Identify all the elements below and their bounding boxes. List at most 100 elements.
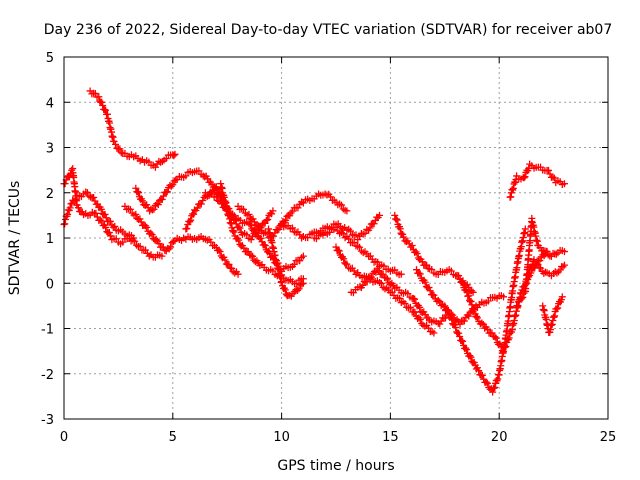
- data-point: [96, 216, 104, 224]
- data-point: [294, 204, 302, 212]
- data-point: [199, 196, 207, 204]
- data-point: [262, 216, 270, 224]
- data-point: [459, 337, 467, 345]
- data-point: [399, 233, 407, 241]
- data-point: [467, 353, 475, 361]
- data-point: [416, 270, 424, 278]
- x-axis-title: GPS time / hours: [277, 458, 394, 474]
- data-point: [465, 312, 473, 320]
- data-point: [456, 332, 464, 340]
- data-point: [393, 216, 401, 224]
- data-point: [527, 263, 535, 271]
- y-tick-label: 2: [46, 187, 54, 202]
- y-axis-title: SDTVAR / TECUs: [7, 181, 23, 296]
- data-point: [396, 225, 404, 233]
- data-point: [334, 246, 342, 254]
- data-point: [370, 220, 378, 228]
- series-track-2: [60, 188, 138, 242]
- data-point: [458, 278, 466, 286]
- data-point: [249, 252, 257, 260]
- data-point: [288, 224, 296, 232]
- data-point: [366, 274, 374, 282]
- data-point: [537, 264, 545, 272]
- data-point: [90, 193, 98, 201]
- data-point: [171, 150, 179, 158]
- y-tick-label: 3: [46, 142, 54, 157]
- data-point: [134, 188, 142, 196]
- data-point: [343, 207, 351, 215]
- data-point: [170, 237, 178, 245]
- data-point: [383, 275, 391, 283]
- data-point: [552, 250, 560, 258]
- data-point: [234, 270, 242, 278]
- data-point: [193, 204, 201, 212]
- data-point: [397, 270, 405, 278]
- data-point: [249, 215, 257, 223]
- data-point: [91, 90, 99, 98]
- series-track-14: [347, 264, 451, 328]
- data-point: [406, 303, 414, 311]
- data-point: [257, 234, 265, 242]
- data-point: [95, 93, 103, 101]
- data-point: [374, 258, 382, 266]
- data-point: [524, 270, 532, 278]
- data-point: [97, 205, 105, 213]
- data-point: [411, 295, 419, 303]
- data-point: [98, 217, 106, 225]
- data-point: [339, 230, 347, 238]
- data-point: [466, 352, 474, 360]
- data-point: [455, 272, 463, 280]
- data-point: [167, 243, 175, 251]
- data-point: [244, 247, 252, 255]
- data-point: [475, 367, 483, 375]
- data-point: [131, 237, 139, 245]
- data-point: [101, 210, 109, 218]
- data-point: [186, 218, 194, 226]
- data-point: [441, 302, 449, 310]
- data-point: [469, 288, 477, 296]
- data-point: [484, 326, 492, 334]
- data-point: [136, 242, 144, 250]
- data-point: [520, 174, 528, 182]
- data-point: [256, 223, 264, 231]
- data-point: [111, 222, 119, 230]
- data-point: [455, 329, 463, 337]
- data-point: [221, 256, 229, 264]
- data-point: [473, 314, 481, 322]
- data-point: [460, 317, 468, 325]
- data-point: [554, 304, 562, 312]
- data-point: [488, 329, 496, 337]
- data-point: [228, 264, 236, 272]
- data-point: [231, 269, 239, 277]
- data-point: [553, 305, 561, 313]
- series-track-5: [121, 202, 242, 278]
- data-point: [470, 306, 478, 314]
- data-point: [489, 388, 497, 396]
- data-point: [392, 215, 400, 223]
- data-point: [534, 261, 542, 269]
- data-point: [66, 204, 74, 212]
- data-point: [518, 295, 526, 303]
- x-tick-label: 0: [60, 430, 68, 445]
- y-tick-label: 4: [46, 96, 54, 111]
- data-point: [352, 231, 360, 239]
- data-point: [167, 182, 175, 190]
- data-point: [361, 229, 369, 237]
- data-point: [363, 278, 371, 286]
- series-track-12: [310, 223, 405, 279]
- data-point: [494, 375, 502, 383]
- axis-ticks: [63, 56, 609, 420]
- data-point: [560, 261, 568, 269]
- y-tick-label: 1: [46, 232, 54, 247]
- data-point: [294, 286, 302, 294]
- data-point: [275, 225, 283, 233]
- data-point: [507, 193, 515, 201]
- data-point: [463, 346, 471, 354]
- data-point: [478, 371, 486, 379]
- data-point: [560, 180, 568, 188]
- data-point: [235, 236, 243, 244]
- data-point: [299, 252, 307, 260]
- data-point: [467, 297, 475, 305]
- data-point: [444, 307, 452, 315]
